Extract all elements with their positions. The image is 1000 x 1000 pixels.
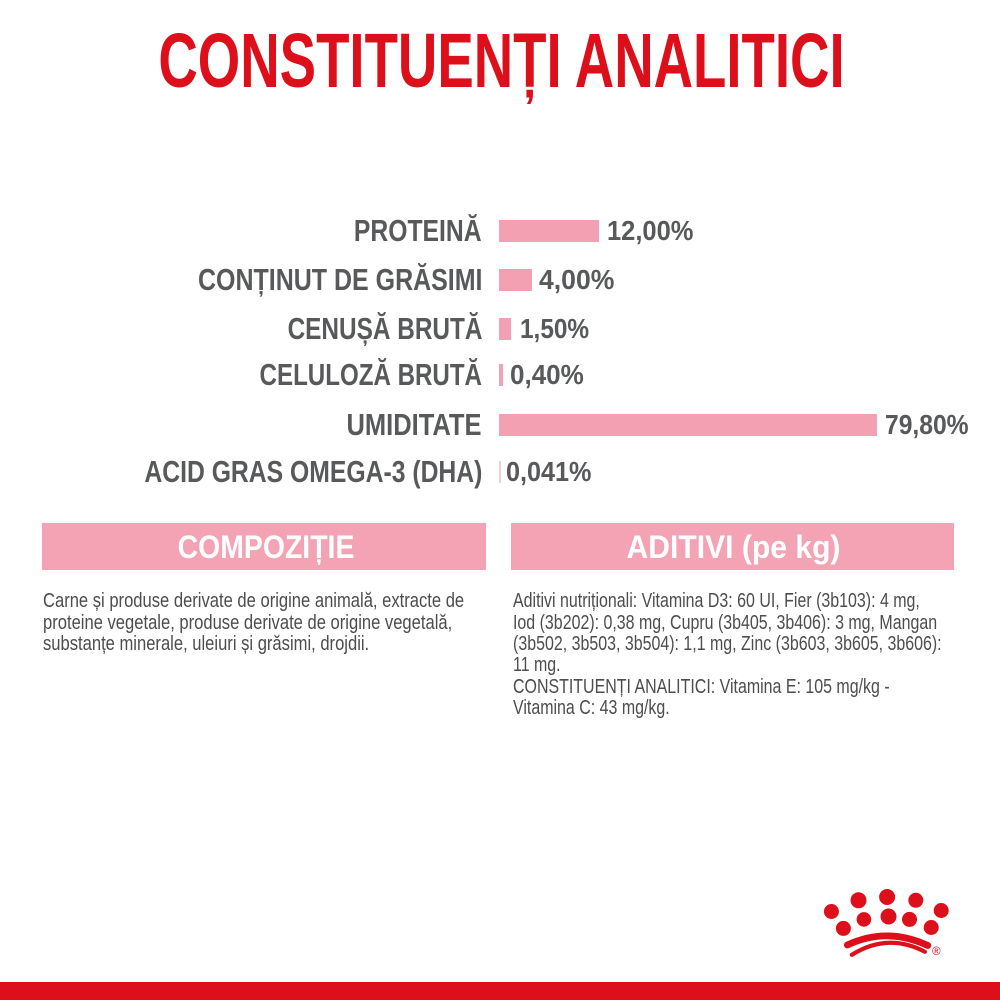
svg-text:®: ® (932, 946, 941, 958)
